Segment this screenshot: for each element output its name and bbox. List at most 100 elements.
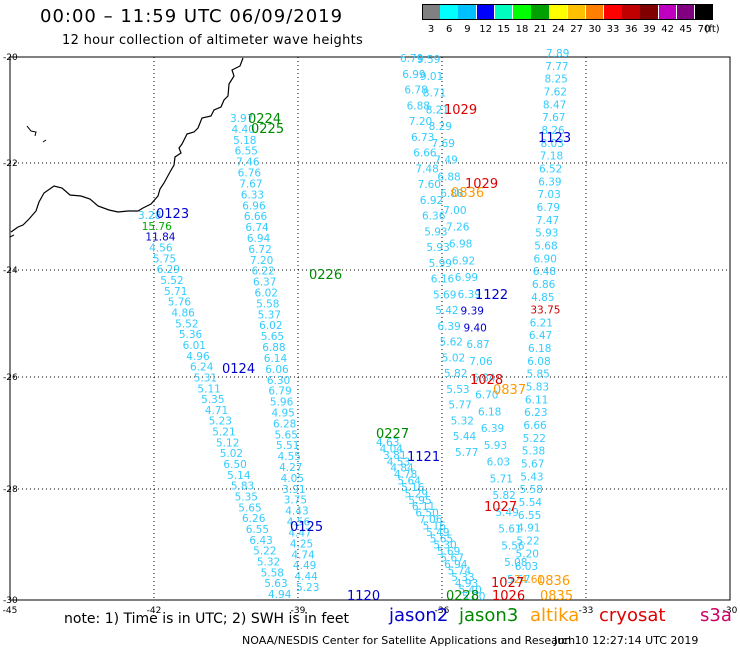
wave-height-value: 5.31 <box>194 372 217 384</box>
color-scale-label: 18 <box>515 24 529 35</box>
wave-height-value: 4.27 <box>279 462 302 474</box>
wave-height-value: 6.90 <box>534 253 557 265</box>
pass-label-altika: 0837 <box>493 383 526 398</box>
wave-height-value: 15.76 <box>142 221 172 233</box>
wave-height-value: 6.98 <box>449 239 472 251</box>
wave-height-value: 4.74 <box>291 549 315 561</box>
wave-height-value: 5.95 <box>408 495 431 507</box>
color-scale-label: 15 <box>497 24 511 35</box>
wave-height-value: 4.94 <box>268 589 292 601</box>
wave-height-value: 6.43 <box>249 535 272 547</box>
wave-height-value: 5.69 <box>433 289 456 301</box>
pass-label-jason3: 0228 <box>446 589 479 604</box>
color-scale-label: 30 <box>588 24 602 35</box>
wave-height-value: 5.33 <box>451 572 474 584</box>
wave-height-value: 5.16 <box>401 482 425 494</box>
wave-height-value: 5.58 <box>261 567 284 579</box>
wave-height-value: 6.79 <box>268 386 291 398</box>
map-frame <box>9 56 731 601</box>
wave-height-value: 5.63 <box>264 578 287 590</box>
wave-height-value: 6.50 <box>223 459 246 471</box>
wave-height-value: 5.57 <box>507 574 530 586</box>
mission-legend-jason3: jason3 <box>459 605 519 626</box>
wave-height-value: 6.79 <box>537 202 560 214</box>
wave-height-value: 5.51 <box>276 440 299 452</box>
wave-height-value: 4.93 <box>455 578 478 590</box>
color-scale-unit: (ft) <box>704 24 720 35</box>
wave-height-value: 5.65 <box>275 429 298 441</box>
wave-height-value: 6.88 <box>437 171 460 183</box>
wave-height-value: 6.11 <box>525 394 548 406</box>
wave-height-value: 4.49 <box>293 560 316 572</box>
island <box>26 125 37 137</box>
wave-height-value: 6.03 <box>515 561 538 573</box>
wave-height-value: 6.87 <box>466 339 489 351</box>
wave-height-value: 5.56 <box>501 540 525 552</box>
wave-height-value: 4.95 <box>271 407 294 419</box>
island <box>9 234 15 238</box>
wave-height-value: 4.05 <box>281 473 304 485</box>
footer-credit: NOAA/NESDIS Center for Satellite Applica… <box>242 634 576 647</box>
wave-height-value: 5.30 <box>433 540 456 552</box>
pass-label-jason2: 0123 <box>156 207 189 222</box>
wave-height-value: 4.43 <box>285 506 308 518</box>
wave-height-value: 5.67 <box>521 459 544 471</box>
color-scale-swatch <box>458 4 476 20</box>
wave-height-value: 4.86 <box>171 307 195 319</box>
wave-height-value: 5.37 <box>258 309 281 321</box>
wave-height-value: 7.48 <box>415 163 438 175</box>
color-scale-swatch <box>676 4 695 20</box>
wave-height-value: 5.23 <box>209 416 232 428</box>
wave-height-value: 9.01 <box>420 71 443 83</box>
wave-height-value: 6.84 <box>472 373 496 385</box>
wave-height-value: 4.55 <box>278 451 301 463</box>
wave-height-value: 3.81 <box>383 450 406 462</box>
wave-height-value: 6.11 <box>412 501 435 513</box>
wave-height-value: 5.38 <box>522 446 545 458</box>
wave-height-value: 5.74 <box>448 565 472 577</box>
pass-label-jason2: 0124 <box>222 362 255 377</box>
wave-height-value: 6.22 <box>251 266 274 278</box>
wave-height-value: 5.14 <box>227 470 251 482</box>
wave-height-value: 6.21 <box>530 317 553 329</box>
x-tick-label: -33 <box>579 606 594 616</box>
wave-height-value: 6.39 <box>458 289 481 301</box>
color-scale-label: 21 <box>533 24 547 35</box>
pass-label-altika: 0836 <box>537 574 570 589</box>
wave-height-value: 5.02 <box>220 448 243 460</box>
wave-height-value: 4.44 <box>294 571 318 583</box>
wave-height-value: 6.74 <box>245 222 269 234</box>
color-scale-swatch <box>640 4 658 20</box>
wave-height-value: 5.85 <box>526 369 549 381</box>
wave-height-value: 7.20 <box>250 255 273 267</box>
wave-height-value: 6.08 <box>527 356 550 368</box>
wave-height-value: 7.06 <box>419 514 443 526</box>
wave-height-value: 5.40 <box>458 585 481 597</box>
wave-height-value: 5.22 <box>516 536 539 548</box>
wave-height-value: 6.78 <box>404 85 427 97</box>
wave-height-value: 5.00 <box>462 591 485 603</box>
x-tick-label: -30 <box>723 606 738 616</box>
wave-height-value: 6.16 <box>431 274 455 286</box>
x-tick-label: -36 <box>435 606 450 616</box>
wave-height-value: 6.18 <box>528 343 551 355</box>
wave-height-value: 7.18 <box>540 151 563 163</box>
mission-legend-s3a: s3a <box>700 605 732 626</box>
pass-label-jason3: 0227 <box>376 427 409 442</box>
wave-height-value: 6.01 <box>183 340 206 352</box>
color-scale-label: 24 <box>552 24 565 35</box>
wave-height-value: 7.67 <box>542 112 565 124</box>
track-values: 3.974.405.186.557.466.767.676.336.966.66… <box>138 48 569 603</box>
wave-height-value: 6.88 <box>407 100 430 112</box>
y-tick-label: -26 <box>3 373 18 383</box>
wave-height-value: 6.28 <box>273 418 296 430</box>
wave-height-value: 6.66 <box>413 148 437 160</box>
wave-height-value: 6.02 <box>259 320 282 332</box>
color-scale-label: 33 <box>606 24 620 35</box>
wave-height-value: 7.69 <box>432 138 455 150</box>
axis-tick-labels: -45 -42 -39 -36 -33 -30 -20 -22 -24 -26 -28 -30 <box>3 53 738 616</box>
pass-label-altika: 0836 <box>451 186 484 201</box>
wave-height-value: 8.26 <box>541 125 565 137</box>
wave-height-value: 8.21 <box>426 104 449 116</box>
